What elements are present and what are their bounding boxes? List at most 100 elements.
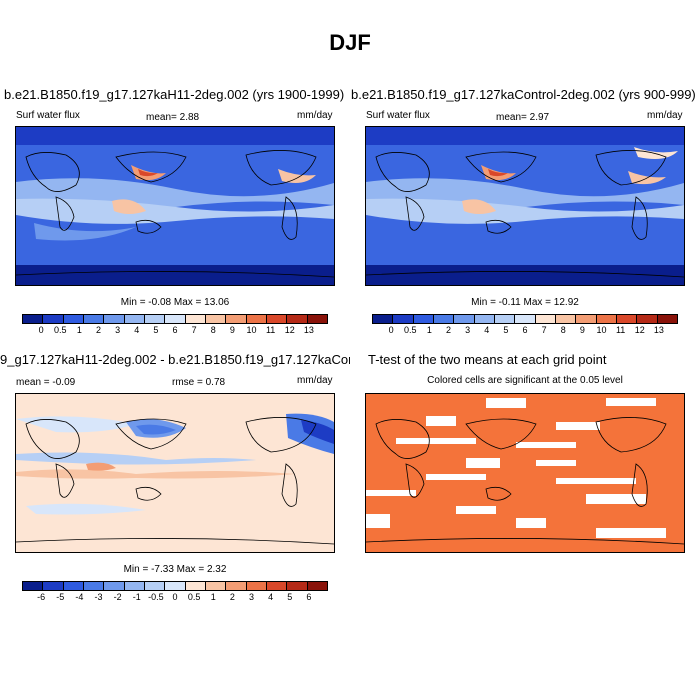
panel3-colorbar-ticks: -6 -5 -4 -3 -2 -1 -0.5 0 0.5 1 2 3 4 5 6: [22, 592, 328, 604]
colorbar-tick-label: 11: [265, 325, 276, 335]
panel4-subtitle: Colored cells are significant at the 0.0…: [427, 375, 623, 386]
colorbar-tick-label: 0: [388, 325, 394, 335]
colorbar-tick-label: -3: [94, 592, 103, 602]
colorbar-tick-label: 1: [210, 592, 216, 602]
panel1-variable-label: Surf water flux: [16, 110, 80, 121]
panel3-rmse-label: rmse = 0.78: [172, 377, 226, 388]
panel2-mean-label: mean= 2.97: [496, 112, 550, 123]
colorbar-swatch: [246, 582, 267, 590]
panel3-mean-label: mean = -0.09: [16, 377, 76, 388]
colorbar-swatch: [83, 315, 105, 323]
colorbar-swatch: [287, 582, 308, 590]
figure-title: DJF: [329, 30, 371, 55]
panel4-title: T-test of the two means at each grid poi…: [368, 352, 607, 367]
colorbar-swatch: [23, 582, 44, 590]
colorbar-tick-label: 0: [172, 592, 178, 602]
colorbar-tick-label: -2: [113, 592, 122, 602]
colorbar-tick-label: 2: [445, 325, 452, 335]
colorbar-tick-label: 9: [579, 325, 585, 335]
colorbar-tick-label: 6: [522, 325, 528, 335]
panel1-colorbar: [22, 314, 328, 324]
colorbar-swatch: [83, 582, 105, 590]
colorbar-swatch: [104, 582, 125, 590]
colorbar-swatch: [393, 315, 414, 323]
colorbar-tick-label: 8: [560, 325, 566, 335]
panel2-variable-label: Surf water flux: [366, 110, 430, 121]
panel3-units-label: mm/day: [297, 375, 333, 386]
colorbar-swatch: [454, 315, 475, 323]
colorbar-tick-label: 0.5: [187, 592, 201, 602]
colorbar-swatch: [165, 582, 186, 590]
panel1-title: b.e21.B1850.f19_g17.127kaH11-2deg.002 (y…: [4, 87, 345, 102]
colorbar-swatch: [205, 582, 227, 590]
colorbar-swatch: [226, 315, 247, 323]
colorbar-swatch: [63, 582, 84, 590]
colorbar-tick-label: 13: [303, 325, 314, 335]
colorbar-tick-label: 3: [115, 325, 121, 335]
colorbar-tick-label: -1: [132, 592, 141, 602]
colorbar-tick-label: 7: [541, 325, 547, 335]
colorbar-swatch: [535, 315, 556, 323]
colorbar-swatch: [474, 315, 495, 323]
panel2-title: b.e21.B1850.f19_g17.127kaControl-2deg.00…: [351, 87, 696, 102]
panel2-map: [365, 126, 685, 286]
colorbar-swatch: [43, 582, 64, 590]
panel4-map-svg: [366, 394, 684, 552]
colorbar-tick-label: 0.5: [403, 325, 417, 335]
colorbar-tick-label: 4: [268, 592, 274, 602]
colorbar-tick-label: 1: [426, 325, 432, 335]
colorbar-tick-label: 2: [229, 592, 235, 602]
colorbar-tick-label: 0.5: [53, 325, 67, 335]
colorbar-tick-label: 5: [287, 592, 293, 602]
colorbar-tick-label: 1: [76, 325, 82, 335]
panel3-map-svg: [16, 394, 334, 552]
colorbar-swatch: [266, 315, 288, 323]
colorbar-tick-label: 5: [153, 325, 159, 335]
panel3-title: 9_g17.127kaH11-2deg.002 - b.e21.B1850.f1…: [0, 352, 350, 367]
colorbar-tick-label: 4: [484, 325, 490, 335]
colorbar-swatch: [307, 582, 327, 590]
colorbar-swatch: [287, 315, 308, 323]
panel2-colorbar: [372, 314, 678, 324]
panel1-mean-label: mean= 2.88: [146, 112, 200, 123]
colorbar-swatch: [515, 315, 536, 323]
panel1-map-svg: [16, 127, 334, 285]
colorbar-tick-label: 5: [503, 325, 509, 335]
colorbar-tick-label: 7: [191, 325, 197, 335]
panel4-map: [365, 393, 685, 553]
panel3-minmax: Min = -7.33 Max = 2.32: [123, 564, 227, 575]
panel1-colorbar-ticks: 0 0.5 1 2 3 4 5 6 7 8 9 10 11 12 13: [22, 325, 328, 337]
colorbar-tick-label: 8: [210, 325, 216, 335]
colorbar-swatch: [576, 315, 597, 323]
colorbar-swatch: [185, 315, 206, 323]
colorbar-tick-label: -5: [56, 592, 65, 602]
colorbar-swatch: [657, 315, 677, 323]
panel2-minmax: Min = -0.11 Max = 12.92: [471, 297, 579, 308]
colorbar-tick-label: 12: [284, 325, 295, 335]
colorbar-tick-label: 6: [172, 325, 178, 335]
colorbar-swatch: [185, 582, 206, 590]
colorbar-swatch: [43, 315, 64, 323]
colorbar-swatch: [555, 315, 577, 323]
panel3-colorbar: [22, 581, 328, 591]
panel1-units-label: mm/day: [297, 110, 333, 121]
colorbar-swatch: [266, 582, 288, 590]
colorbar-swatch: [307, 315, 327, 323]
colorbar-tick-label: 13: [653, 325, 664, 335]
colorbar-tick-label: 10: [246, 325, 257, 335]
panel2-map-svg: [366, 127, 684, 285]
panel1-map: [15, 126, 335, 286]
colorbar-swatch: [63, 315, 84, 323]
colorbar-swatch: [637, 315, 658, 323]
colorbar-swatch: [144, 315, 166, 323]
colorbar-tick-label: 11: [615, 325, 626, 335]
colorbar-tick-label: 0: [38, 325, 44, 335]
colorbar-tick-label: -4: [75, 592, 84, 602]
colorbar-swatch: [433, 315, 455, 323]
colorbar-swatch: [596, 315, 617, 323]
colorbar-tick-label: 3: [248, 592, 255, 602]
colorbar-swatch: [165, 315, 186, 323]
panel1-minmax: Min = -0.08 Max = 13.06: [120, 297, 230, 308]
colorbar-tick-label: -0.5: [148, 592, 164, 602]
colorbar-swatch: [616, 315, 638, 323]
